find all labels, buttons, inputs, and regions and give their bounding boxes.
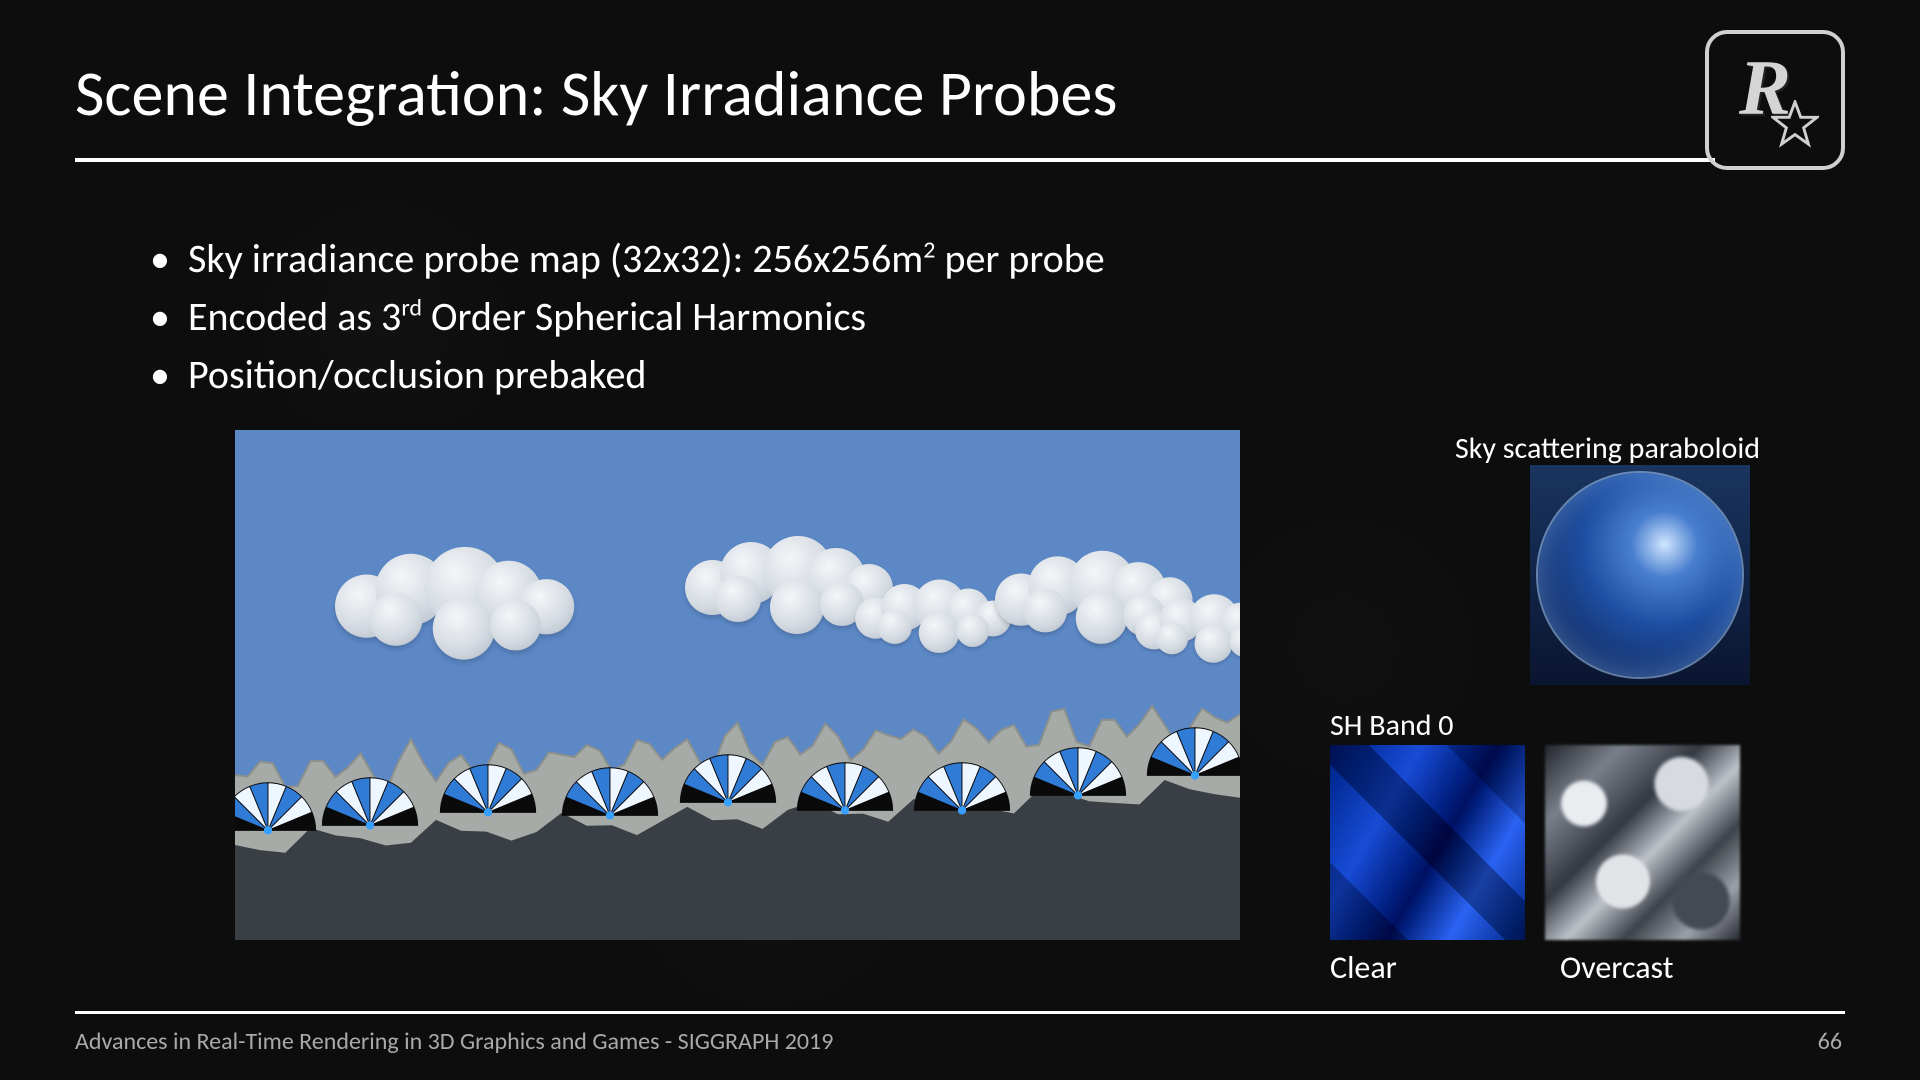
irradiance-probe xyxy=(315,775,425,830)
footer-text: Advances in Real-Time Rendering in 3D Gr… xyxy=(75,1027,833,1056)
clear-caption: Clear xyxy=(1330,948,1397,987)
sh-band-label: SH Band 0 xyxy=(1330,707,1453,744)
irradiance-probe xyxy=(790,760,900,815)
bullet-1-text-a: Sky irradiance probe map (32x32): 256x25… xyxy=(188,234,923,283)
irradiance-probe xyxy=(1140,725,1240,780)
footer-line xyxy=(75,1011,1845,1014)
irradiance-probe xyxy=(235,780,323,835)
star-icon xyxy=(1771,100,1819,148)
sh-overcast-tile xyxy=(1545,745,1740,940)
slide-title: Scene Integration: Sky Irradiance Probes xyxy=(75,55,1117,133)
bullet-2-sup: rd xyxy=(401,294,422,323)
bullet-2-text-a: Encoded as 3 xyxy=(188,292,401,341)
scene-illustration xyxy=(235,430,1240,940)
sh-clear-tile xyxy=(1330,745,1525,940)
bullet-1: Sky irradiance probe map (32x32): 256x25… xyxy=(150,230,1105,288)
overcast-caption: Overcast xyxy=(1560,948,1673,987)
bullet-list: Sky irradiance probe map (32x32): 256x25… xyxy=(150,230,1105,404)
bullet-1-sup: 2 xyxy=(923,236,935,265)
irradiance-probe xyxy=(555,765,665,820)
bullet-1-text-b: per probe xyxy=(935,234,1104,283)
paraboloid-label: Sky scattering paraboloid xyxy=(1455,430,1760,467)
bullet-2-text-b: Order Spherical Harmonics xyxy=(422,292,866,341)
bullet-3: Position/occlusion prebaked xyxy=(150,346,1105,404)
bullet-2: Encoded as 3rd Order Spherical Harmonics xyxy=(150,288,1105,346)
irradiance-probe xyxy=(673,752,783,807)
irradiance-probe xyxy=(1023,745,1133,800)
page-number: 66 xyxy=(1818,1027,1842,1056)
irradiance-probe xyxy=(907,760,1017,815)
irradiance-probe xyxy=(433,762,543,817)
title-underline xyxy=(75,158,1715,162)
rockstar-logo: R xyxy=(1705,30,1845,170)
paraboloid-tile xyxy=(1530,465,1750,685)
paraboloid-sphere xyxy=(1538,473,1742,677)
